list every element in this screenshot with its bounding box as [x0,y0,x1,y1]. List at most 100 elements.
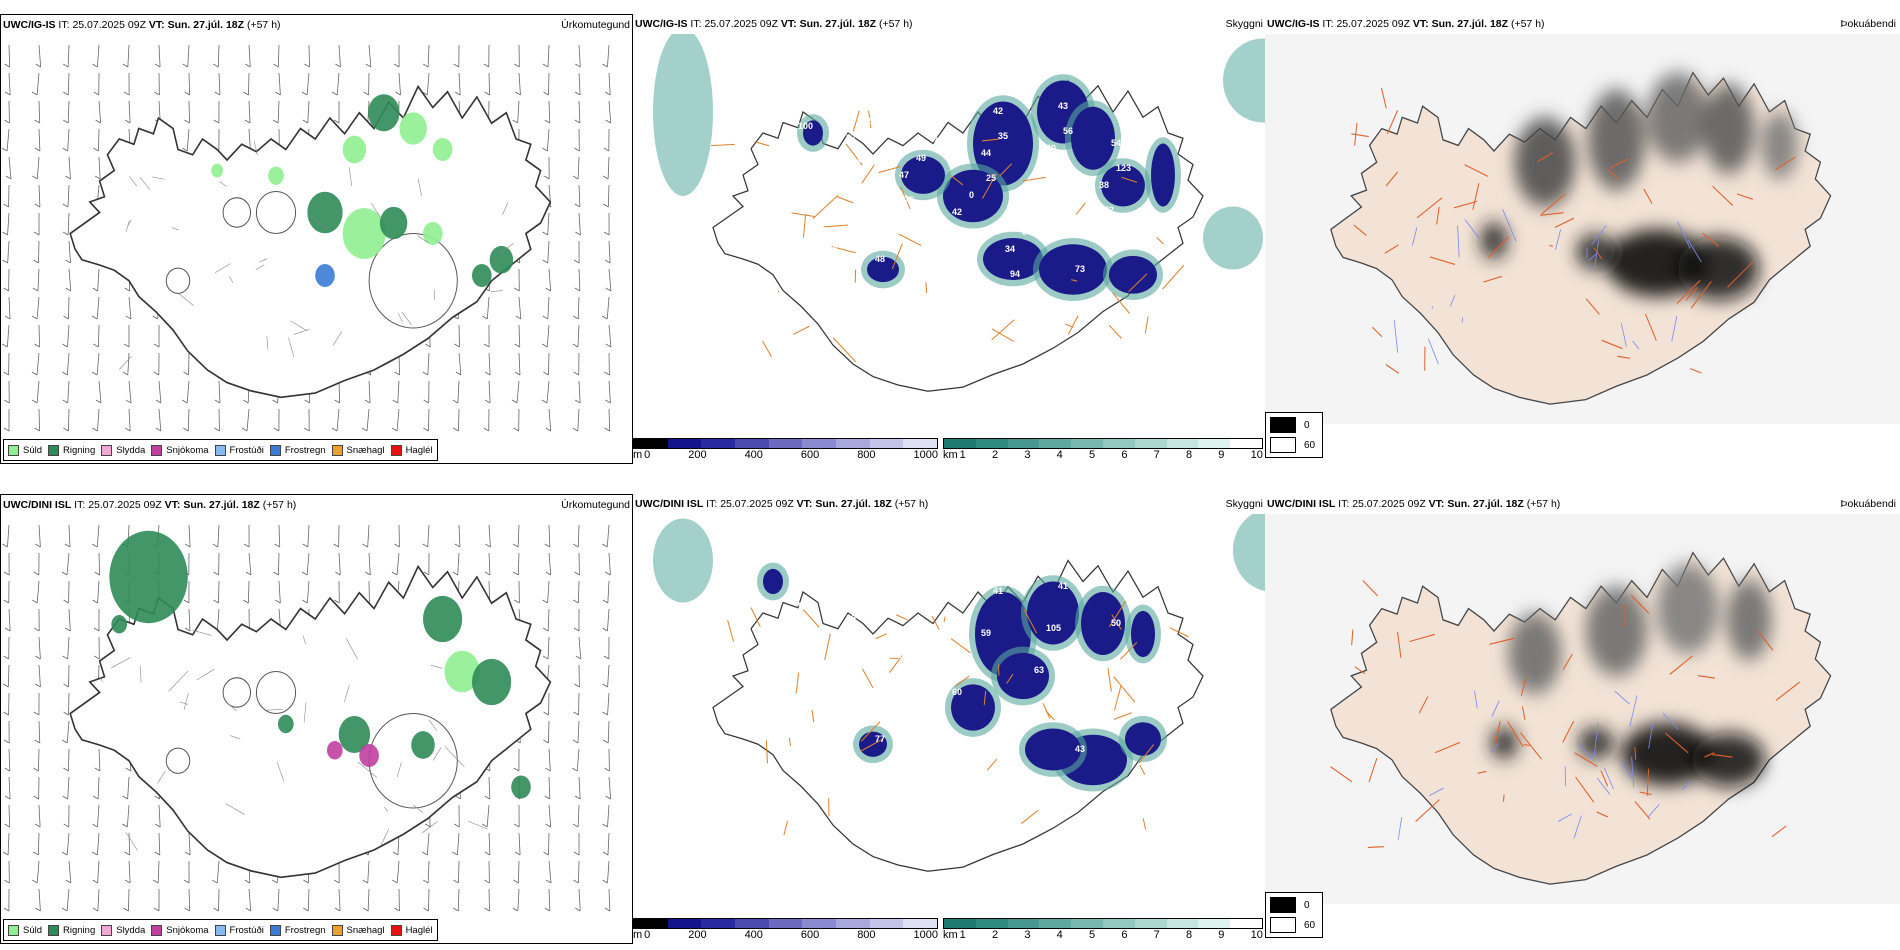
legend-item: Frostregn [269,924,326,936]
scale-unit: m [633,449,643,461]
fog-legend-swatch [1270,437,1296,453]
legend-label: Snæhagl [346,444,385,456]
fog-panel-top: UWC/IG-IS IT: 25.07.2025 09Z VT: Sun. 27… [1265,14,1900,464]
cloud-base-label: 60 [952,687,962,697]
iceland-outline [69,84,552,399]
legend-label: Frostúði [229,924,264,936]
fog-legend-swatch [1270,917,1296,933]
panel-type-label: Skyggni [1225,498,1263,510]
legend-swatch [48,444,60,456]
cloud-base-label: 43 [1058,101,1068,111]
cloud-base-label: 58 [887,212,897,222]
legend-label: Súld [23,924,43,936]
scale-tick: 4 [1056,929,1063,941]
cloud-base-label: 36 [916,633,926,643]
scale-tick: 800 [857,929,876,941]
cloud-base-label: 56 [1063,126,1073,136]
scale-tick: 1000 [913,449,938,461]
legend-swatch [48,924,60,936]
scale-tick: 200 [688,449,707,461]
legend-item: Snæhagl [331,444,385,456]
panel-type-label: Skyggni [1225,18,1263,30]
scale-tick: 600 [800,929,820,941]
legend-label: Snjókoma [166,444,209,456]
cloud-base-label: 47 [899,170,909,180]
panel-title: UWC/DINI ISL IT: 25.07.2025 09Z VT: Sun.… [1267,498,1561,510]
fog-legend-item: 0 [1270,417,1318,433]
legend-item: Haglél [390,924,433,936]
cloud-base-label: 42 [1104,205,1114,215]
legend-item: Snæhagl [331,924,385,936]
scale-tick: 1 [959,929,966,941]
scale-tick: 7 [1153,449,1160,461]
scale-tick: 3 [1024,929,1031,941]
panel-title: UWC/DINI ISL IT: 25.07.2025 09Z VT: Sun.… [635,498,929,510]
legend-label: Slydda [116,444,146,456]
cloud-base-label: 61 [822,217,832,227]
cloud-base-label: 39 [1034,185,1044,195]
cloud-base-label: 54 [1111,138,1121,148]
legend-item: Snjókoma [151,444,209,456]
cloud-base-label: 40 [1046,143,1056,153]
cloud-base-label: 63 [1034,665,1044,675]
cloud-base-label: 38 [1099,180,1109,190]
fog-legend: 0 60 [1265,892,1323,938]
panel-type-label: Þokuábendi [1840,498,1896,510]
fog-legend-swatch [1270,897,1296,913]
panel-title: UWC/IG-IS IT: 25.07.2025 09Z VT: Sun. 27… [3,19,281,31]
cloud-base-label: 48 [822,697,832,707]
legend-swatch [8,444,19,456]
cloud-base-label: 39 [899,650,909,660]
visibility-scale: km 1 2 3 4 5 6 7 8 9 10 [943,438,1263,461]
cloud-base-label: 43 [1075,744,1085,754]
cloud-base-label: 62 [1087,222,1097,232]
legend-swatch [331,444,343,456]
scale-tick: 9 [1218,449,1225,461]
legend-item: Rigning [48,444,96,456]
cloud-base-label: 66 [846,613,856,623]
cloud-base-label: 79 [793,96,803,106]
legend-swatch [331,924,343,936]
cloud-base-label: 34 [1005,244,1015,254]
panel-title: UWC/IG-IS IT: 25.07.2025 09Z VT: Sun. 27… [635,18,913,30]
cloud-base-label: 0 [969,190,974,200]
fog-legend-swatch [1270,417,1296,433]
cloud-base-label: 43 [1051,168,1061,178]
cloud-base-label: 59 [928,111,938,121]
cloud-base-label: 55 [863,596,873,606]
scale-tick: 600 [800,449,820,461]
cloud-base-label: 883 [1039,210,1054,220]
legend-label: Rigning [63,444,96,456]
cloud-base-label: 44 [981,148,991,158]
legend-item: Frostúði [214,444,264,456]
cloud-base-label: 45 [940,249,950,259]
legend-swatch [151,924,163,936]
cloud-base-label: 42 [993,106,1003,116]
cloud-base-label: 61 [834,655,844,665]
cloud-base-label: 77 [875,734,885,744]
cloud-base-label: 49 [904,675,914,685]
visibility-scale: km 1 2 3 4 5 6 7 8 9 10 [943,918,1263,941]
legend-swatch [214,924,226,936]
cloud-base-label: 35 [998,131,1008,141]
legend-label: Haglél [405,924,433,936]
cloud-base-label: 42 [952,207,962,217]
scale-bar [633,918,938,929]
fog-map [1265,34,1900,424]
visibility-map: 54 66 39 60 55 41 50 61 53 50 41 105 55 48 77 181 59 63 62… [653,514,1265,872]
cloud-base-scale: m 0 200 400 600 800 1000 [633,438,938,461]
cloud-base-label: 59 [798,601,808,611]
scale-tick: 8 [1185,929,1193,941]
fog-legend-item: 60 [1270,917,1318,933]
cloud-base-label: 50 [1022,707,1032,717]
scale-tick: 2 [992,449,999,461]
cloud-base-label: 48 [875,254,885,264]
cloud-base-label: 57 [846,133,856,143]
scale-tick: 0 [644,449,651,461]
cloud-base-label: 08 [863,116,873,126]
legend-swatch [8,924,19,936]
cloud-base-label: 53 [887,692,897,702]
cloud-base-label: 50 [834,175,844,185]
fog-legend-label: 0 [1304,899,1310,911]
legend-swatch [390,924,402,936]
